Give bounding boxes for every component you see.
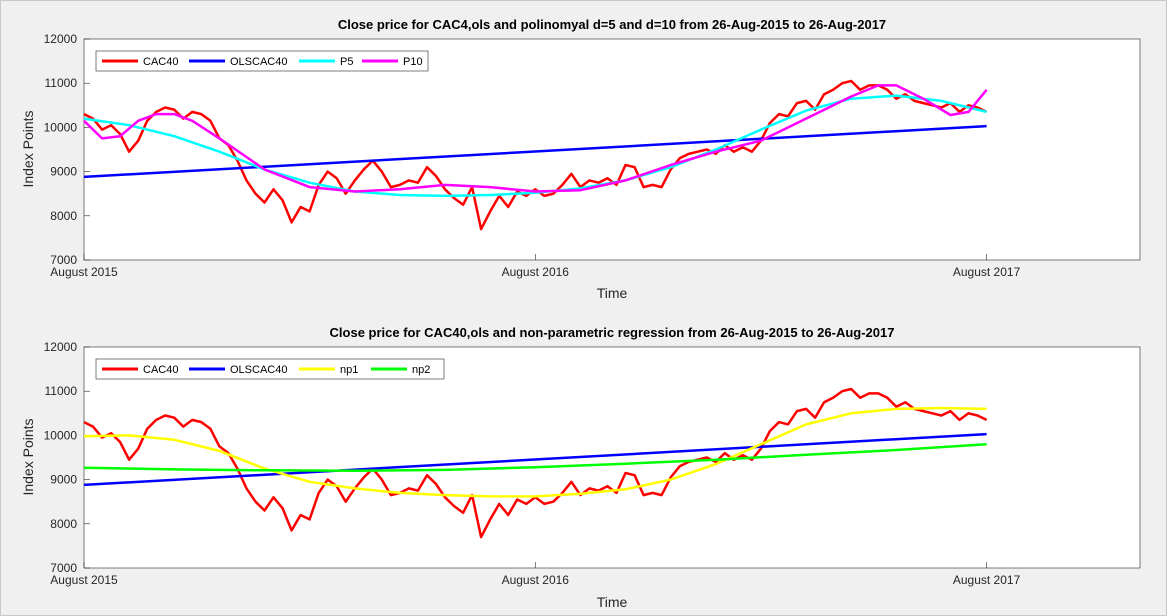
y-tick-label: 10000 bbox=[44, 120, 78, 134]
legend-label-np2: np2 bbox=[412, 364, 430, 376]
x-tick-label: August 2017 bbox=[953, 573, 1021, 587]
legend-top: CAC40 OLSCAC40 P5 P10 bbox=[95, 50, 429, 72]
chart-title-top: Close price for CAC4,ols and polinomyal … bbox=[338, 17, 886, 32]
x-ticks-top: August 2015 August 2016 August 2017 bbox=[50, 254, 1021, 279]
y-ticks-top: 7000 8000 9000 10000 11000 12000 bbox=[44, 32, 90, 267]
legend-label-cac40: CAC40 bbox=[143, 56, 178, 68]
series-line-olscac40 bbox=[83, 432, 987, 487]
y-tick-label: 10000 bbox=[44, 428, 78, 442]
series-group-top bbox=[83, 79, 988, 231]
legend-box-top bbox=[95, 50, 429, 72]
series-group-bottom bbox=[83, 387, 988, 539]
y-tick-label: 8000 bbox=[50, 209, 77, 223]
legend-bottom: CAC40 OLSCAC40 np1 np2 bbox=[95, 358, 445, 380]
y-tick-label: 12000 bbox=[44, 32, 78, 46]
y-tick-label: 7000 bbox=[50, 253, 77, 267]
x-tick-label: August 2016 bbox=[502, 265, 570, 279]
x-tick-label: August 2016 bbox=[502, 573, 570, 587]
legend-box-bottom bbox=[95, 358, 445, 380]
y-tick-label: 9000 bbox=[50, 473, 77, 487]
series-line-cac40 bbox=[83, 79, 988, 231]
y-tick-label: 11000 bbox=[45, 76, 78, 90]
x-tick-label: August 2015 bbox=[50, 265, 118, 279]
y-tick-label: 7000 bbox=[50, 561, 77, 575]
legend-label-olscac40: OLSCAC40 bbox=[230, 56, 287, 68]
chart-top: Close price for CAC4,ols and polinomyal … bbox=[20, 17, 1141, 301]
x-tick-label: August 2017 bbox=[953, 265, 1021, 279]
y-axis-label-bottom: Index Points bbox=[20, 418, 36, 495]
legend-label-cac40: CAC40 bbox=[143, 364, 178, 376]
x-axis-label-bottom: Time bbox=[597, 594, 628, 610]
x-ticks-bottom: August 2015 August 2016 August 2017 bbox=[50, 562, 1021, 587]
legend-label-np1: np1 bbox=[340, 364, 358, 376]
chart-bottom: Close price for CAC40,ols and non-parame… bbox=[20, 325, 1141, 610]
chart-title-bottom: Close price for CAC40,ols and non-parame… bbox=[330, 325, 895, 340]
legend-label-olscac40: OLSCAC40 bbox=[230, 364, 287, 376]
y-tick-label: 11000 bbox=[45, 384, 78, 398]
y-tick-label: 9000 bbox=[50, 165, 77, 179]
series-line-np2 bbox=[83, 442, 987, 473]
x-axis-label-top: Time bbox=[597, 285, 628, 301]
legend-label-p5: P5 bbox=[340, 56, 353, 68]
y-tick-label: 12000 bbox=[44, 340, 78, 354]
y-tick-label: 8000 bbox=[50, 517, 77, 531]
legend-label-p10: P10 bbox=[403, 56, 423, 68]
y-axis-label-top: Index Points bbox=[20, 110, 36, 187]
y-ticks-bottom: 7000 8000 9000 10000 11000 12000 bbox=[44, 340, 90, 575]
plot-area-top bbox=[83, 38, 1141, 261]
x-tick-label: August 2015 bbox=[50, 573, 118, 587]
series-line-np1 bbox=[83, 406, 987, 498]
series-line-olscac40 bbox=[83, 124, 987, 179]
series-line-p10 bbox=[83, 84, 988, 193]
plot-area-bottom bbox=[83, 346, 1141, 569]
